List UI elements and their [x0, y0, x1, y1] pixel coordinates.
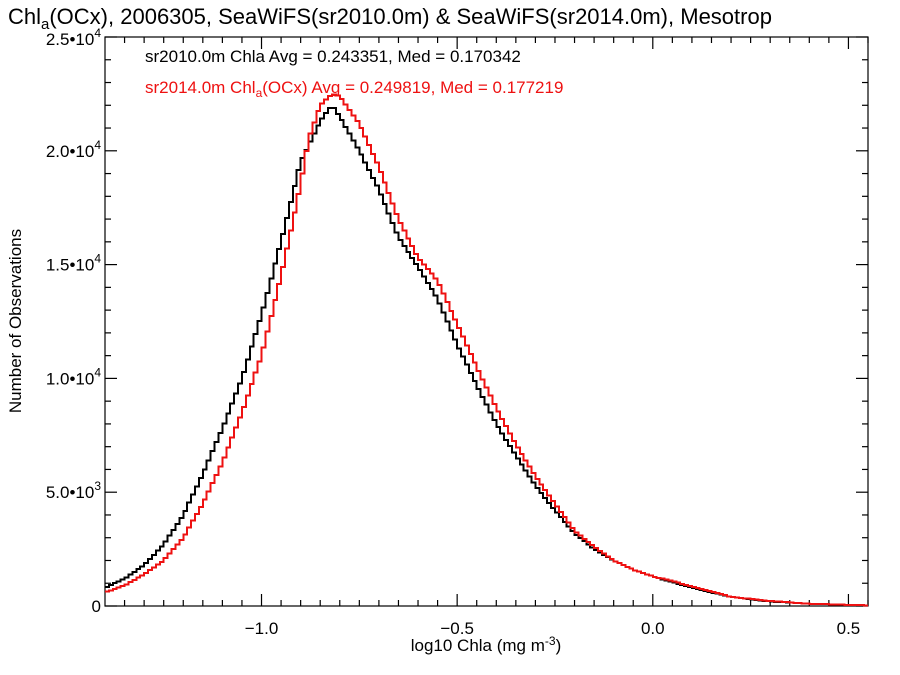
series-2-stats: sr2014.0m Chla(OCx) Avg = 0.249819, Med …: [145, 78, 563, 100]
y-tick-label: 2.0•104: [46, 138, 102, 161]
x-tick-label: 0.5: [837, 619, 861, 638]
series-1-stats: sr2010.0m Chla Avg = 0.243351, Med = 0.1…: [145, 47, 521, 66]
y-tick-labels: 0 5.0•103 1.0•104 1.5•104 2.0•104 2.5•104: [46, 26, 102, 616]
y-tick-label: 1.5•104: [46, 252, 102, 275]
series-1-line: [105, 106, 868, 607]
x-axis-label: log10 Chla (mg m-3): [411, 634, 562, 655]
y-tick-label: 2.5•104: [46, 26, 102, 49]
series-layer: [105, 93, 868, 607]
x-axis: [123, 37, 869, 606]
y-tick-label: 1.0•104: [46, 365, 102, 388]
y-tick-label: 0: [92, 597, 101, 616]
x-tick-label: 0.0: [641, 619, 665, 638]
series-2-line: [105, 93, 868, 607]
x-tick-label: −0.5: [440, 619, 474, 638]
y-axis: [105, 36, 868, 607]
y-tick-label: 5.0•103: [46, 479, 102, 502]
y-axis-label: Number of Observations: [6, 229, 25, 413]
x-tick-labels: −1.0 −0.5 0.0 0.5: [245, 619, 861, 638]
x-tick-label: −1.0: [245, 619, 279, 638]
plot-frame: [104, 36, 869, 607]
chart-title: Chla(OCx), 2006305, SeaWiFS(sr2010.0m) &…: [8, 4, 772, 33]
